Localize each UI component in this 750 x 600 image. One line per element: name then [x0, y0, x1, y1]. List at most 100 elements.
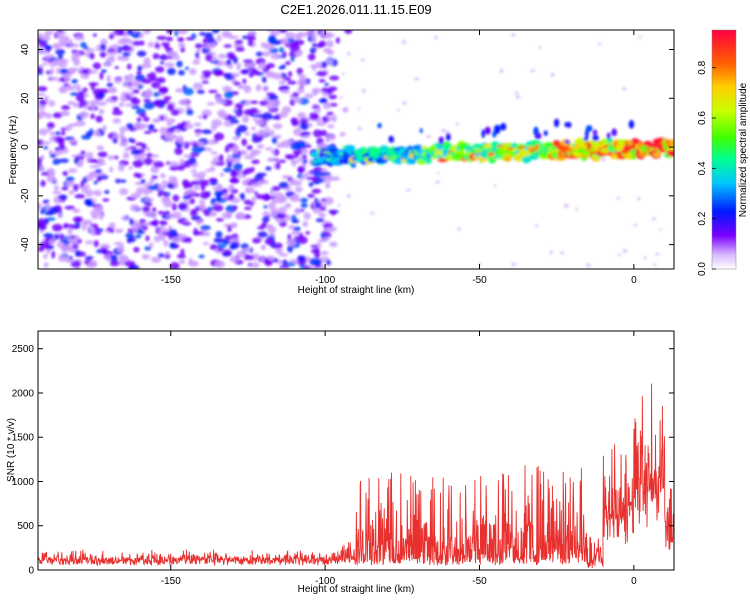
spectrogram-noise-blob [311, 175, 319, 182]
spectrogram-noise-blob [286, 80, 297, 85]
spectrogram-noise-blob [325, 134, 337, 141]
spectrogram-noise-blob [285, 43, 291, 48]
spectrogram-noise-blob [287, 154, 296, 160]
spectrogram-noise-blob [268, 34, 276, 43]
spectrogram-noise-blob [295, 51, 302, 57]
spectrogram-noise-blob [102, 62, 113, 67]
spectrogram-noise-blob [93, 180, 98, 185]
spectrogram-noise-blob [326, 58, 334, 66]
spectrogram-noise-blob [206, 206, 214, 212]
spectrogram-noise-blob [84, 255, 94, 261]
spectrogram-noise-blob [303, 172, 309, 178]
spectrogram-noise-blob [207, 139, 217, 145]
spectrogram-noise-blob [137, 153, 148, 158]
spectrogram-noise-blob [176, 60, 183, 68]
spectrogram-noise-blob [38, 165, 44, 173]
spectrogram-noise-blob [45, 203, 51, 211]
spectrogram-noise-blob [226, 52, 236, 60]
spectrogram-noise-blob [131, 105, 141, 109]
spectrogram-noise-blob [227, 224, 232, 233]
spectrogram-noise-blob [42, 62, 48, 66]
spectrogram-noise-blob [177, 36, 185, 43]
spectrogram-noise-blob [322, 174, 333, 183]
spectrogram-noise-blob [112, 106, 120, 112]
spectrogram-noise-blob [229, 255, 240, 263]
spectrogram-noise-blob [282, 76, 292, 81]
spectrogram-noise-blob [131, 31, 142, 39]
spectrogram-noise-blob [46, 122, 55, 129]
spectrogram-noise-blob [229, 119, 240, 124]
spectrogram-noise-blob [311, 87, 322, 94]
spectrogram-noise-blob [132, 89, 140, 94]
spectrogram-noise-blob [51, 250, 56, 259]
spectrogram-noise-blob [326, 88, 334, 95]
spectrogram-noise-blob [49, 153, 57, 158]
spectrogram-band-blob [493, 124, 501, 135]
spectrogram-noise-blob [131, 96, 137, 102]
spectrogram-noise-blob [119, 131, 125, 139]
spectrogram-noise-blob [217, 184, 224, 190]
spectrogram-noise-blob [144, 189, 149, 196]
spectrogram-noise-blob [318, 79, 326, 83]
spectrogram-noise-blob [358, 107, 361, 111]
spectrogram-noise-blob [176, 123, 185, 131]
spectrogram-noise-blob [158, 220, 166, 225]
spectrogram-noise-blob [233, 147, 239, 155]
spectrogram-noise-blob [296, 67, 303, 75]
spectrogram-noise-blob [177, 30, 189, 35]
spectrogram-noise-blob [44, 45, 53, 51]
spectrogram-noise-blob [344, 30, 353, 34]
spectrogram-noise-blob [213, 132, 225, 141]
spectrogram-noise-blob [183, 124, 194, 129]
spectrogram-noise-blob [622, 86, 627, 91]
spectrogram-noise-blob [251, 70, 261, 75]
spectrogram-noise-blob [130, 80, 141, 88]
spectrogram-noise-blob [226, 59, 232, 66]
snr-y-tick-label: 1000 [12, 477, 35, 488]
spectrogram-noise-blob [180, 46, 186, 53]
spectrogram-noise-blob [297, 112, 307, 120]
spectrogram-band-blob [667, 139, 674, 147]
spectrogram-y-tick-label: 0 [20, 144, 31, 150]
colorbar-tick-label: 0.2 [697, 211, 708, 225]
spectrogram-noise-blob [65, 124, 73, 132]
spectrogram-noise-blob [56, 67, 61, 75]
spectrogram-noise-blob [286, 238, 297, 247]
spectrogram-noise-blob [433, 36, 439, 40]
spectrogram-y-tick-label: 40 [20, 44, 31, 56]
spectrogram-noise-blob [260, 257, 265, 262]
spectrogram-noise-blob [183, 87, 194, 96]
spectrogram-noise-blob [292, 128, 303, 136]
spectrogram-noise-blob [637, 196, 641, 201]
spectrogram-noise-blob [325, 227, 335, 233]
spectrogram-noise-blob [99, 72, 104, 80]
spectrogram-noise-blob [240, 192, 245, 201]
spectrogram-band-blob [419, 127, 423, 134]
spectrogram-noise-blob [267, 30, 279, 33]
spectrogram-noise-blob [226, 153, 232, 162]
spectrogram-noise-blob [346, 194, 351, 198]
spectrogram-noise-blob [96, 92, 106, 98]
spectrogram-noise-blob [120, 216, 129, 221]
snr-y-tick-label: 1500 [12, 433, 35, 444]
spectrogram-noise-blob [230, 170, 239, 178]
spectrogram-noise-blob [435, 180, 440, 184]
colorbar-tick-label: 0.8 [697, 60, 708, 74]
spectrogram-noise-blob [141, 222, 152, 226]
spectrogram-noise-blob [142, 206, 151, 212]
spectrogram-noise-blob [215, 231, 223, 238]
colorbar-tick-label: 0.6 [697, 111, 708, 125]
spectrogram-noise-blob [89, 164, 100, 169]
spectrogram-noise-blob [586, 263, 591, 268]
spectrogram-noise-blob [535, 223, 539, 228]
spectrogram-noise-blob [184, 66, 190, 71]
spectrogram-noise-blob [102, 198, 110, 202]
spectrogram-noise-blob [65, 85, 76, 91]
spectrogram-noise-blob [205, 53, 213, 62]
spectrogram-noise-blob [309, 64, 319, 68]
spectrogram-noise-blob [185, 182, 194, 189]
spectrogram-noise-blob [149, 178, 155, 184]
spectrogram-noise-blob [297, 78, 307, 87]
spectrogram-noise-blob [113, 43, 119, 52]
spectrogram-noise-blob [206, 101, 215, 106]
